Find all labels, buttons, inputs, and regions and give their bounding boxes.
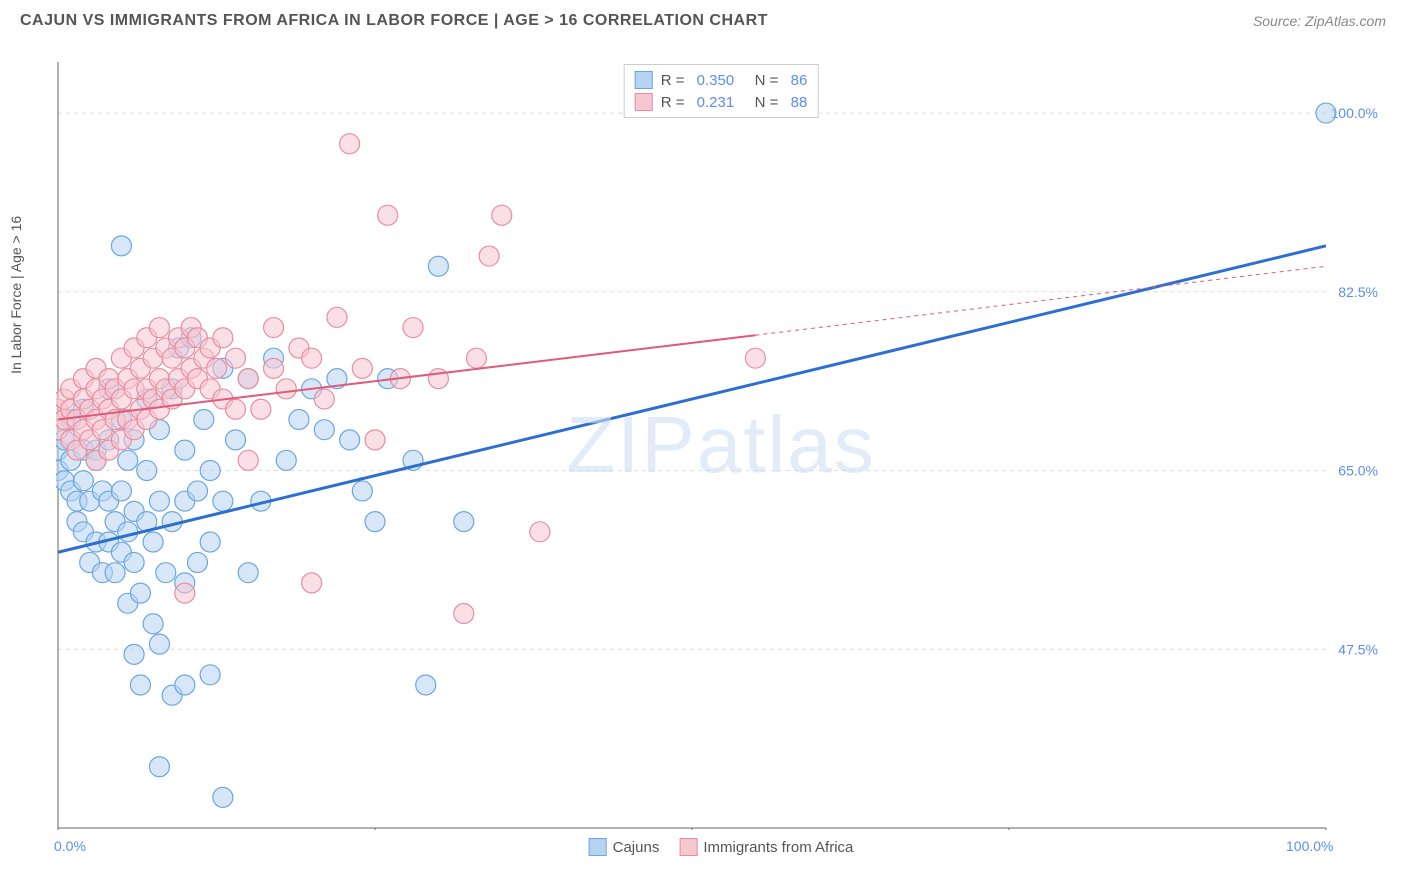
data-point xyxy=(238,563,258,583)
data-point xyxy=(340,134,360,154)
data-point xyxy=(530,522,550,542)
data-point xyxy=(111,481,131,501)
data-point xyxy=(264,358,284,378)
data-point xyxy=(466,348,486,368)
data-point xyxy=(314,389,334,409)
data-point xyxy=(137,461,157,481)
data-point xyxy=(111,236,131,256)
legend-swatch xyxy=(635,71,653,89)
n-label: N = xyxy=(742,72,782,89)
data-point xyxy=(130,583,150,603)
data-point xyxy=(175,583,195,603)
chart-container: In Labor Force | Age > 16 47.5%65.0%82.5… xyxy=(56,60,1386,830)
data-point xyxy=(118,450,138,470)
correlation-legend-row: R = 0.350 N = 86 xyxy=(635,69,808,91)
data-point xyxy=(200,665,220,685)
series-legend: Cajuns Immigrants from Africa xyxy=(589,838,854,856)
data-point xyxy=(143,532,163,552)
data-point xyxy=(124,644,144,664)
data-point xyxy=(454,604,474,624)
data-point xyxy=(302,573,322,593)
legend-label: Immigrants from Africa xyxy=(703,839,853,856)
data-point xyxy=(352,481,372,501)
legend-label: Cajuns xyxy=(613,839,660,856)
data-point xyxy=(378,205,398,225)
data-point xyxy=(194,409,214,429)
x-tick-label: 100.0% xyxy=(1286,838,1333,854)
data-point xyxy=(213,328,233,348)
data-point xyxy=(130,675,150,695)
data-point xyxy=(251,399,271,419)
data-point xyxy=(289,409,309,429)
data-point xyxy=(276,379,296,399)
data-point xyxy=(187,481,207,501)
data-point xyxy=(213,491,233,511)
data-point xyxy=(302,348,322,368)
y-tick-label: 65.0% xyxy=(1338,463,1378,479)
scatter-plot: 47.5% 65.0% 82.5% 100.0% xyxy=(56,60,1386,830)
data-point xyxy=(416,675,436,695)
data-point xyxy=(403,318,423,338)
data-point xyxy=(187,552,207,572)
r-label: R = xyxy=(661,72,689,89)
data-point xyxy=(428,369,448,389)
r-value: 0.231 xyxy=(697,94,735,111)
data-point xyxy=(1316,103,1336,123)
data-point xyxy=(492,205,512,225)
correlation-legend-row: R = 0.231 N = 88 xyxy=(635,91,808,113)
data-point xyxy=(200,461,220,481)
data-point xyxy=(352,358,372,378)
data-point xyxy=(226,348,246,368)
data-point xyxy=(143,614,163,634)
y-axis-label: In Labor Force | Age > 16 xyxy=(8,216,24,374)
n-value: 86 xyxy=(791,72,808,89)
data-point xyxy=(118,522,138,542)
data-point xyxy=(149,491,169,511)
x-tick-label: 0.0% xyxy=(54,838,86,854)
source-attribution: Source: ZipAtlas.com xyxy=(1253,13,1386,29)
data-point xyxy=(238,450,258,470)
data-point xyxy=(745,348,765,368)
trend-line-extrapolation xyxy=(755,266,1326,335)
data-point xyxy=(175,675,195,695)
chart-title: CAJUN VS IMMIGRANTS FROM AFRICA IN LABOR… xyxy=(20,12,768,30)
data-point xyxy=(149,634,169,654)
correlation-legend: R = 0.350 N = 86 R = 0.231 N = 88 xyxy=(624,64,819,118)
data-point xyxy=(327,307,347,327)
r-label: R = xyxy=(661,94,689,111)
data-point xyxy=(73,471,93,491)
data-point xyxy=(149,757,169,777)
data-point xyxy=(365,430,385,450)
data-point xyxy=(264,318,284,338)
data-point xyxy=(365,512,385,532)
data-point xyxy=(454,512,474,532)
data-point xyxy=(479,246,499,266)
y-tick-label: 47.5% xyxy=(1338,641,1378,657)
legend-swatch xyxy=(679,838,697,856)
data-point xyxy=(124,552,144,572)
y-tick-label: 100.0% xyxy=(1331,105,1378,121)
n-value: 88 xyxy=(791,94,808,111)
data-point xyxy=(226,430,246,450)
data-point xyxy=(149,318,169,338)
data-point xyxy=(314,420,334,440)
r-value: 0.350 xyxy=(697,72,735,89)
data-point xyxy=(340,430,360,450)
series-legend-item: Cajuns xyxy=(589,838,660,856)
data-point xyxy=(276,450,296,470)
legend-swatch xyxy=(589,838,607,856)
legend-swatch xyxy=(635,93,653,111)
data-point xyxy=(226,399,246,419)
data-point xyxy=(200,532,220,552)
data-point xyxy=(428,256,448,276)
n-label: N = xyxy=(742,94,782,111)
data-point xyxy=(238,369,258,389)
data-point xyxy=(156,563,176,583)
data-point xyxy=(207,358,227,378)
data-point xyxy=(105,563,125,583)
data-point xyxy=(175,440,195,460)
series-legend-item: Immigrants from Africa xyxy=(679,838,853,856)
y-tick-label: 82.5% xyxy=(1338,284,1378,300)
data-point xyxy=(213,787,233,807)
